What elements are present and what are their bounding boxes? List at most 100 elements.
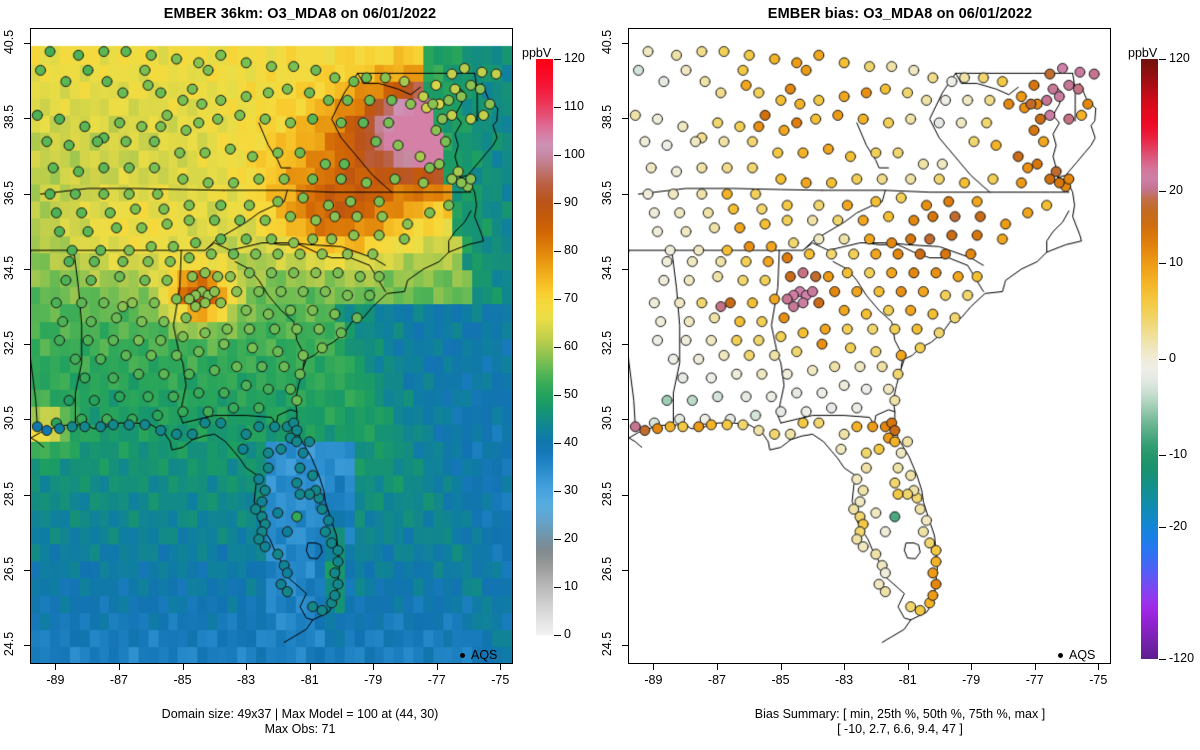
x-axis-tick-label: -77	[427, 673, 446, 687]
colorbar-tick	[554, 299, 561, 300]
colorbar-tick	[1159, 59, 1166, 60]
model-footer-line1: Domain size: 49x37 | Max Model = 100 at …	[161, 707, 439, 721]
colorbar-tick-label: -20	[1169, 519, 1188, 533]
y-axis-tick-label: 26.5	[2, 556, 16, 582]
colorbar-tick-label: 120	[1169, 51, 1190, 65]
y-axis-tick	[24, 645, 30, 647]
colorbar-tick-label: 120	[564, 51, 585, 65]
x-axis-tick-label: -83	[237, 673, 256, 687]
aqs-legend-label: AQS	[1069, 648, 1096, 662]
y-axis-tick	[622, 268, 628, 270]
x-axis-tick-label: -81	[898, 673, 917, 687]
colorbar-tick	[554, 443, 561, 444]
y-axis-tick	[622, 645, 628, 647]
y-axis-tick	[622, 43, 628, 45]
model-footer-line2: Max Obs: 71	[264, 722, 336, 736]
colorbar-tick-label: 70	[564, 291, 578, 305]
colorbar-tick	[1159, 455, 1166, 456]
aqs-legend-bias: AQS	[1058, 648, 1095, 662]
colorbar-tick	[1159, 659, 1166, 660]
x-axis-tick-label: -81	[300, 673, 319, 687]
x-axis-tick	[844, 664, 846, 670]
colorbar-tick-label: 20	[1169, 183, 1183, 197]
y-axis-tick	[24, 43, 30, 45]
x-axis-tick-label: -75	[491, 673, 510, 687]
panel-model-title: EMBER 36km: O3_MDA8 on 06/01/2022	[163, 6, 437, 22]
colorbar-tick	[1159, 263, 1166, 264]
colorbar-tick-label: 0	[1169, 351, 1176, 365]
y-axis-tick	[24, 268, 30, 270]
y-axis-tick-label: 40.5	[2, 29, 16, 55]
model-footer: Domain size: 49x37 | Max Model = 100 at …	[0, 707, 600, 737]
y-axis-tick	[622, 494, 628, 496]
model-colorbar-units: ppbV	[522, 46, 552, 60]
x-axis-tick-label: -79	[962, 673, 981, 687]
panel-model: EMBER 36km: O3_MDA8 on 06/01/2022 AQS Do…	[0, 6, 600, 737]
colorbar-tick-label: 20	[564, 531, 578, 545]
colorbar-tick	[1159, 527, 1166, 528]
x-axis-tick-label: -77	[1025, 673, 1044, 687]
colorbar-tick-label: -120	[1169, 651, 1195, 665]
y-axis-tick	[24, 118, 30, 120]
y-axis-tick	[24, 193, 30, 195]
x-axis-tick	[907, 664, 909, 670]
colorbar-tick	[554, 203, 561, 204]
colorbar-tick-label: 80	[564, 243, 578, 257]
y-axis-tick-label: 30.5	[600, 406, 614, 431]
x-axis-tick-label: -87	[109, 673, 129, 687]
x-axis-tick-label: -83	[835, 673, 854, 687]
model-colorbar-strip	[536, 59, 553, 635]
x-axis-tick	[1034, 664, 1036, 670]
x-axis-tick-label: -87	[707, 673, 727, 687]
colorbar-tick	[554, 251, 561, 252]
y-axis-tick-label: 40.5	[600, 29, 614, 55]
bias-map-canvas	[629, 29, 1110, 663]
aqs-legend-label: AQS	[471, 648, 498, 662]
x-axis-tick-label: -79	[364, 673, 383, 687]
colorbar-tick	[1159, 359, 1166, 360]
colorbar-tick	[554, 59, 561, 60]
x-axis-tick	[780, 664, 782, 670]
y-axis-tick-label: 36.5	[2, 180, 16, 205]
y-axis-tick-label: 32.5	[2, 330, 16, 356]
y-axis-tick-label: 28.5	[2, 481, 16, 506]
y-axis-tick	[622, 419, 628, 421]
x-axis-tick-label: -85	[771, 673, 790, 687]
bias-footer: Bias Summary: [ min, 25th %, 50th %, 75t…	[600, 707, 1200, 737]
aqs-dot-icon	[460, 652, 465, 658]
colorbar-tick-label: -10	[1169, 447, 1188, 461]
colorbar-tick-label: 100	[564, 147, 585, 161]
x-axis-tick-label: -75	[1089, 673, 1108, 687]
colorbar-tick	[554, 539, 561, 540]
y-axis-tick-label: 34.5	[2, 255, 16, 281]
colorbar-tick-label: 10	[564, 579, 578, 593]
y-axis-tick	[622, 569, 628, 571]
x-axis-tick	[436, 664, 438, 670]
bias-colorbar-units: ppbV	[1128, 46, 1158, 60]
x-axis-tick	[55, 664, 57, 670]
y-axis-tick	[622, 344, 628, 346]
x-axis-tick-label: -89	[46, 673, 65, 687]
colorbar-tick-label: 30	[564, 483, 578, 497]
y-axis-tick	[24, 344, 30, 346]
colorbar-tick-label: 110	[564, 99, 584, 113]
y-axis-tick-label: 24.5	[600, 632, 614, 657]
colorbar-tick	[1159, 191, 1166, 192]
y-axis-tick	[622, 193, 628, 195]
colorbar-tick	[554, 587, 561, 588]
model-map-plot[interactable]	[30, 28, 513, 664]
x-axis-tick	[373, 664, 375, 670]
colorbar-tick	[554, 635, 561, 636]
y-axis-tick-label: 26.5	[600, 556, 614, 582]
y-axis-tick-label: 32.5	[600, 330, 614, 356]
colorbar-tick-label: 10	[1169, 255, 1183, 269]
colorbar-tick	[554, 107, 561, 108]
bias-footer-line2: [ -10, 2.7, 6.6, 9.4, 47 ]	[837, 722, 963, 736]
y-axis-tick	[24, 569, 30, 571]
colorbar-tick	[554, 395, 561, 396]
y-axis-tick-label: 28.5	[600, 481, 614, 506]
bias-map-plot[interactable]	[628, 28, 1111, 664]
x-axis-tick	[182, 664, 184, 670]
x-axis-tick	[309, 664, 311, 670]
